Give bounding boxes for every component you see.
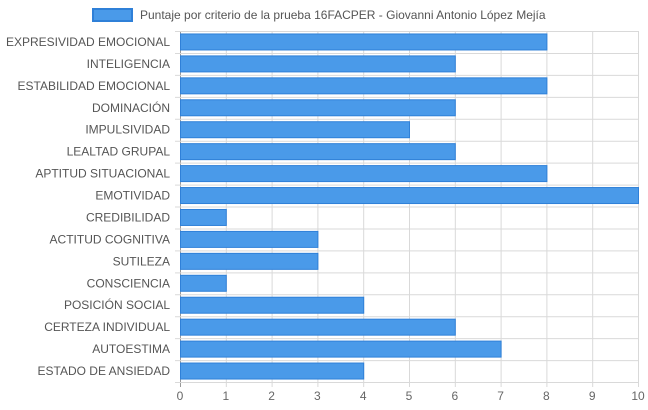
x-tick-label: 10 — [631, 389, 645, 403]
x-tick-label: 3 — [314, 389, 321, 403]
bar — [180, 274, 227, 292]
bar — [180, 362, 365, 380]
category-label: POSICIÓN SOCIAL — [64, 297, 170, 312]
bar — [180, 143, 456, 161]
category-label: CONSCIENCIA — [87, 276, 170, 290]
bar — [180, 55, 456, 73]
bar — [180, 318, 456, 336]
category-label: CREDIBILIDAD — [86, 210, 170, 224]
x-tick-label: 1 — [222, 389, 229, 403]
category-label: IMPULSIVIDAD — [85, 123, 170, 137]
bar — [180, 99, 456, 117]
bar — [180, 252, 319, 270]
bar — [180, 165, 548, 183]
x-tick-labels: 0 1 2 3 4 5 6 7 8 9 10 — [177, 389, 645, 403]
bar — [180, 296, 365, 314]
bar — [180, 230, 319, 248]
category-label: ACTITUD COGNITIVA — [50, 232, 170, 246]
x-tick-label: 0 — [177, 389, 184, 403]
x-tick-label: 6 — [451, 389, 458, 403]
category-labels: EXPRESIVIDAD EMOCIONAL INTELIGENCIA ESTABI… — [6, 35, 170, 378]
category-label: INTELIGENCIA — [87, 57, 170, 71]
bar — [180, 340, 502, 358]
bar — [180, 208, 227, 226]
x-tick-label: 9 — [589, 389, 596, 403]
x-tick-label: 4 — [360, 389, 367, 403]
legend-label: Puntaje por criterio de la prueba 16FACP… — [140, 8, 546, 22]
x-tick-label: 2 — [268, 389, 275, 403]
category-label: EXPRESIVIDAD EMOCIONAL — [6, 35, 170, 49]
category-label: SUTILEZA — [113, 254, 170, 268]
legend-swatch — [92, 8, 133, 22]
x-tick-label: 7 — [497, 389, 504, 403]
bar — [180, 187, 639, 205]
category-label: CERTEZA INDIVIDUAL — [44, 320, 170, 334]
category-label: ESTABILIDAD EMOCIONAL — [18, 79, 171, 93]
bar — [180, 77, 548, 95]
x-tick-label: 5 — [406, 389, 413, 403]
legend: Puntaje por criterio de la prueba 16FACP… — [92, 8, 546, 22]
category-label: AUTOESTIMA — [92, 342, 170, 356]
category-label: LEALTAD GRUPAL — [67, 145, 171, 159]
bar — [180, 33, 548, 51]
bars — [180, 33, 639, 380]
category-label: APTITUD SITUACIONAL — [35, 167, 170, 181]
category-label: EMOTIVIDAD — [95, 189, 170, 203]
category-label: DOMINACIÓN — [92, 100, 170, 115]
bar — [180, 121, 410, 139]
category-label: ESTADO DE ANSIEDAD — [38, 364, 171, 378]
x-tick-label: 8 — [543, 389, 550, 403]
